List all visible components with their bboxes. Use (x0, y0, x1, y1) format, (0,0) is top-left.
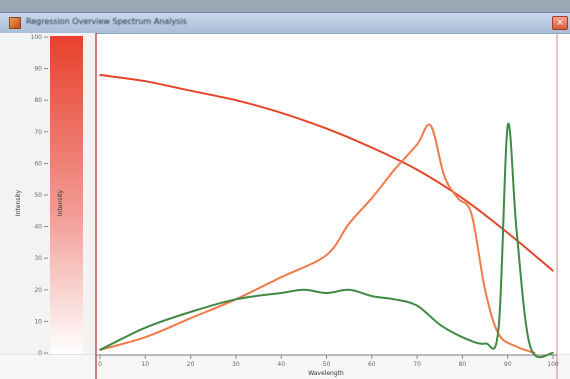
green-series-point (439, 323, 441, 326)
green-series-point (497, 326, 500, 329)
green-series-point (189, 311, 192, 313)
x-tick-label: 70 (413, 361, 421, 368)
red-series-point (506, 232, 509, 234)
orange-series-point (280, 276, 283, 278)
x-tick-label: 50 (323, 361, 331, 368)
y-tick-label: 80 (34, 97, 42, 104)
green-series-point (371, 295, 373, 297)
red-series-point (280, 112, 283, 114)
chart-svg[interactable]: 0 10 20 30 40 50 60 70 80 90 100 0 10 20 30 40 50 60 70 80… (0, 33, 570, 379)
x-tick-label: 60 (368, 361, 376, 368)
green-series-point (484, 342, 486, 345)
green-series-point (461, 336, 464, 339)
y-tick-label: 30 (34, 255, 42, 262)
green-series-point (516, 232, 518, 234)
green-series-point (529, 345, 532, 348)
y-axis-title: Intensity (15, 189, 22, 216)
plot-window: Regression Overview Spectrum Analysis × (0, 12, 570, 379)
close-button[interactable]: × (552, 16, 568, 30)
x-axis-title: Wavelength (308, 370, 344, 377)
x-tick-label: 90 (504, 361, 512, 368)
orange-series-point (393, 168, 396, 171)
red-series-line (99, 73, 554, 272)
window-title: Regression Overview Spectrum Analysis (26, 17, 187, 26)
y-ticks: 0 10 20 30 40 50 60 70 80 90 100 (31, 34, 48, 357)
green-series-point (303, 289, 305, 291)
orange-series-line (99, 123, 536, 354)
chart[interactable]: 0 10 20 30 40 50 60 70 80 90 100 0 10 20 30 40 50 60 70 80… (0, 33, 570, 379)
title-bar[interactable]: Regression Overview Spectrum Analysis × (0, 13, 570, 34)
x-tick-label: 10 (141, 361, 149, 368)
x-tick-label: 40 (277, 361, 285, 368)
orange-series-point (457, 197, 459, 199)
x-tick-label: 0 (98, 361, 102, 368)
green-series-point (416, 304, 418, 307)
red-series-point (371, 146, 373, 149)
close-icon: × (556, 18, 564, 28)
x-axis-panel (0, 355, 570, 379)
y-tick-label: 90 (34, 66, 42, 73)
y-tick-label: 50 (34, 192, 42, 199)
x-tick-label: 30 (232, 361, 240, 368)
app-icon (9, 17, 21, 29)
green-series-point (506, 124, 509, 127)
orange-series-point (144, 336, 147, 339)
series-layer (99, 73, 554, 359)
red-series-point (235, 99, 237, 101)
orange-series-point (348, 222, 351, 225)
y-tick-label: 10 (34, 318, 42, 325)
green-series-point (280, 292, 283, 294)
x-tick-label: 80 (459, 361, 467, 368)
y-tick-label: 60 (34, 160, 42, 167)
red-series-point (552, 270, 554, 272)
green-series-point (235, 298, 237, 301)
orange-series-point (371, 197, 373, 199)
y-tick-label: 40 (34, 224, 42, 231)
green-series-line (99, 122, 554, 359)
red-series-point (416, 168, 418, 171)
y-tick-label: 0 (38, 350, 42, 357)
red-series-point (144, 80, 147, 82)
red-series-point (461, 197, 464, 199)
green-series-point (325, 292, 328, 294)
orange-series-point (484, 289, 486, 291)
colorbar-title: Intensity (57, 189, 64, 216)
x-tick-label: 20 (187, 361, 195, 368)
y-tick-label: 20 (34, 287, 42, 294)
red-series-point (189, 89, 192, 92)
orange-series-point (443, 175, 446, 177)
green-series-point (144, 326, 147, 329)
colorbar (50, 36, 83, 354)
x-tick-label: 100 (547, 361, 559, 368)
orange-series-point (416, 143, 418, 146)
green-series-point (348, 289, 351, 291)
y-tick-label: 100 (31, 34, 43, 41)
green-series-point (99, 349, 101, 351)
red-series-point (99, 74, 101, 76)
x-ticks: 0 10 20 30 40 50 60 70 80 90 100 (98, 355, 559, 368)
green-series-point (552, 352, 554, 354)
orange-series-point (325, 254, 328, 256)
orange-series-point (189, 317, 192, 320)
orange-series-point (516, 345, 518, 348)
y-tick-label: 70 (34, 129, 42, 136)
orange-series-point (429, 124, 432, 127)
red-series-point (325, 127, 328, 130)
green-series-point (393, 298, 396, 301)
orange-series-point (470, 213, 473, 215)
